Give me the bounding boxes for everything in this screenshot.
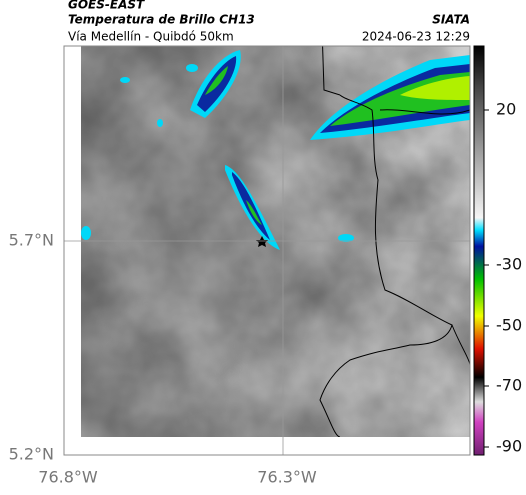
title: GOES-EAST [68, 0, 145, 12]
colorbar-label: -50 [496, 316, 522, 335]
colorbar [473, 45, 485, 456]
lon-label: 76.3°W [257, 468, 317, 487]
source: SIATA [432, 13, 470, 27]
lat-label: 5.2°N [9, 445, 54, 464]
colorbar-label: -90 [496, 437, 522, 456]
lat-label: 5.7°N [9, 231, 54, 250]
subtitle: Temperatura de Brillo CH13 [68, 13, 255, 27]
satellite-image [81, 46, 470, 437]
colorbar-label: -30 [496, 255, 522, 274]
colorbar-ticks [484, 109, 489, 448]
datetime: 2024-06-23 12:29 [362, 30, 470, 44]
colorbar-label: 20 [496, 100, 516, 119]
location: Vía Medellín - Quibdó 50km [68, 30, 234, 44]
lon-label: 76.8°W [38, 468, 98, 487]
colorbar-label: -70 [496, 376, 522, 395]
map-frame [63, 45, 471, 456]
